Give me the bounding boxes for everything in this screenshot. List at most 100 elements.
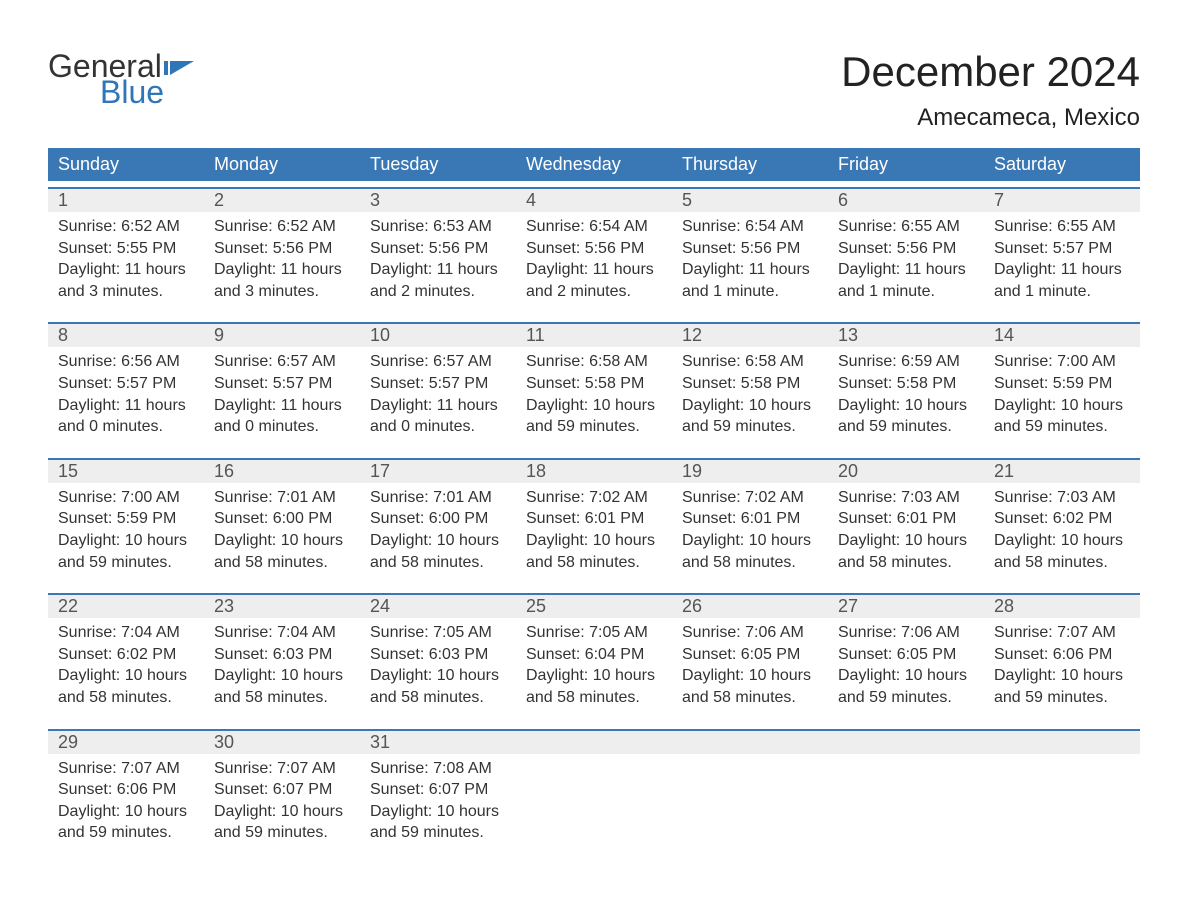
daylight-line2: and 59 minutes. [214,822,352,844]
sunset-text: Sunset: 6:04 PM [526,644,664,666]
day-number: 18 [516,460,672,483]
daylight-line1: Daylight: 11 hours [58,259,196,281]
sunset-text: Sunset: 5:56 PM [214,238,352,260]
sunrise-text: Sunrise: 6:54 AM [682,216,820,238]
day-number [516,731,672,754]
daylight-line1: Daylight: 10 hours [682,530,820,552]
daylight-line2: and 58 minutes. [370,552,508,574]
daylight-line1: Daylight: 10 hours [838,395,976,417]
daylight-line2: and 58 minutes. [526,552,664,574]
sunrise-text: Sunrise: 7:00 AM [58,487,196,509]
day-cell [516,754,672,858]
weekday-name: Tuesday [360,148,516,181]
day-number: 7 [984,189,1140,212]
day-number [984,731,1140,754]
sunrise-text: Sunrise: 7:01 AM [214,487,352,509]
daylight-line2: and 59 minutes. [838,416,976,438]
day-cell: Sunrise: 6:54 AM Sunset: 5:56 PM Dayligh… [516,212,672,316]
day-cell: Sunrise: 7:03 AM Sunset: 6:01 PM Dayligh… [828,483,984,587]
header-row: General Blue December 2024 Amecameca, Me… [48,50,1140,132]
day-number: 27 [828,595,984,618]
sunrise-text: Sunrise: 7:08 AM [370,758,508,780]
daylight-line2: and 1 minute. [682,281,820,303]
weekday-name: Friday [828,148,984,181]
daylight-line1: Daylight: 11 hours [994,259,1132,281]
day-cell: Sunrise: 7:07 AM Sunset: 6:06 PM Dayligh… [48,754,204,858]
sunset-text: Sunset: 6:01 PM [526,508,664,530]
daylight-line2: and 58 minutes. [682,687,820,709]
day-number: 1 [48,189,204,212]
day-number: 19 [672,460,828,483]
day-cell: Sunrise: 6:58 AM Sunset: 5:58 PM Dayligh… [672,347,828,451]
day-number: 24 [360,595,516,618]
day-number [672,731,828,754]
day-cell: Sunrise: 7:05 AM Sunset: 6:04 PM Dayligh… [516,618,672,722]
sunrise-text: Sunrise: 7:07 AM [214,758,352,780]
day-cell: Sunrise: 6:52 AM Sunset: 5:56 PM Dayligh… [204,212,360,316]
daylight-line2: and 59 minutes. [58,822,196,844]
calendar-week: 1 2 3 4 5 6 7 Sunrise: 6:52 AM Sunset: 5… [48,187,1140,316]
daylight-line1: Daylight: 10 hours [682,665,820,687]
daylight-line2: and 0 minutes. [214,416,352,438]
sunrise-text: Sunrise: 7:07 AM [58,758,196,780]
daylight-line1: Daylight: 10 hours [994,530,1132,552]
day-number: 5 [672,189,828,212]
day-cell: Sunrise: 7:04 AM Sunset: 6:02 PM Dayligh… [48,618,204,722]
sunrise-text: Sunrise: 6:57 AM [214,351,352,373]
day-body-row: Sunrise: 6:56 AM Sunset: 5:57 PM Dayligh… [48,347,1140,451]
day-number: 21 [984,460,1140,483]
sunset-text: Sunset: 6:06 PM [994,644,1132,666]
daylight-line1: Daylight: 10 hours [58,530,196,552]
sunrise-text: Sunrise: 6:56 AM [58,351,196,373]
day-number-row: 8 9 10 11 12 13 14 [48,324,1140,347]
daylight-line1: Daylight: 10 hours [526,665,664,687]
sunrise-text: Sunrise: 7:05 AM [370,622,508,644]
sunset-text: Sunset: 5:58 PM [526,373,664,395]
daylight-line1: Daylight: 11 hours [370,259,508,281]
calendar-week: 29 30 31 Sunrise: 7:07 AM Sunset: 6:06 P… [48,729,1140,858]
sunset-text: Sunset: 5:58 PM [682,373,820,395]
daylight-line2: and 59 minutes. [838,687,976,709]
daylight-line1: Daylight: 10 hours [682,395,820,417]
sunrise-text: Sunrise: 7:02 AM [526,487,664,509]
day-cell: Sunrise: 7:06 AM Sunset: 6:05 PM Dayligh… [672,618,828,722]
daylight-line2: and 58 minutes. [838,552,976,574]
day-cell: Sunrise: 7:00 AM Sunset: 5:59 PM Dayligh… [984,347,1140,451]
day-number: 10 [360,324,516,347]
month-title: December 2024 [841,50,1140,94]
day-number-row: 1 2 3 4 5 6 7 [48,189,1140,212]
sunset-text: Sunset: 6:00 PM [214,508,352,530]
day-cell: Sunrise: 6:59 AM Sunset: 5:58 PM Dayligh… [828,347,984,451]
sunset-text: Sunset: 5:57 PM [370,373,508,395]
day-number-row: 29 30 31 [48,731,1140,754]
day-number: 20 [828,460,984,483]
day-number: 8 [48,324,204,347]
daylight-line1: Daylight: 10 hours [370,801,508,823]
sunset-text: Sunset: 6:07 PM [370,779,508,801]
sunset-text: Sunset: 6:02 PM [994,508,1132,530]
daylight-line1: Daylight: 10 hours [214,801,352,823]
day-cell: Sunrise: 6:55 AM Sunset: 5:56 PM Dayligh… [828,212,984,316]
daylight-line1: Daylight: 10 hours [994,395,1132,417]
daylight-line2: and 58 minutes. [526,687,664,709]
weekday-header: Sunday Monday Tuesday Wednesday Thursday… [48,148,1140,181]
sunrise-text: Sunrise: 6:53 AM [370,216,508,238]
sunrise-text: Sunrise: 7:03 AM [838,487,976,509]
sunset-text: Sunset: 5:55 PM [58,238,196,260]
day-number: 30 [204,731,360,754]
daylight-line1: Daylight: 10 hours [214,665,352,687]
daylight-line1: Daylight: 10 hours [526,395,664,417]
sunset-text: Sunset: 6:05 PM [682,644,820,666]
day-cell: Sunrise: 7:01 AM Sunset: 6:00 PM Dayligh… [204,483,360,587]
sunrise-text: Sunrise: 6:55 AM [838,216,976,238]
location-label: Amecameca, Mexico [841,104,1140,132]
sunset-text: Sunset: 5:59 PM [994,373,1132,395]
day-cell: Sunrise: 7:02 AM Sunset: 6:01 PM Dayligh… [516,483,672,587]
day-cell: Sunrise: 7:02 AM Sunset: 6:01 PM Dayligh… [672,483,828,587]
sunset-text: Sunset: 6:02 PM [58,644,196,666]
daylight-line2: and 58 minutes. [214,552,352,574]
day-number: 28 [984,595,1140,618]
daylight-line2: and 59 minutes. [994,687,1132,709]
sunset-text: Sunset: 5:57 PM [58,373,196,395]
daylight-line1: Daylight: 11 hours [526,259,664,281]
